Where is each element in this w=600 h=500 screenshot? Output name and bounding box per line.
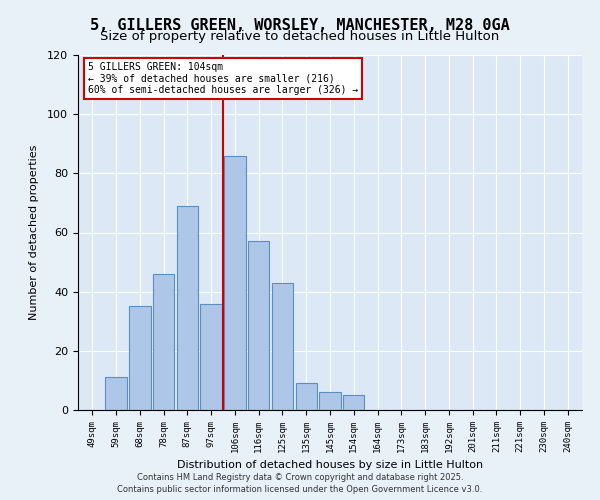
X-axis label: Distribution of detached houses by size in Little Hulton: Distribution of detached houses by size … (177, 460, 483, 470)
Bar (129, 306, 151, 410)
Bar (176, 206, 198, 410)
Bar (106, 378, 127, 410)
Bar (224, 156, 245, 410)
Text: Contains HM Land Registry data © Crown copyright and database right 2025.: Contains HM Land Registry data © Crown c… (137, 472, 463, 482)
Bar (248, 242, 269, 410)
Bar (153, 274, 174, 410)
Bar (272, 283, 293, 410)
Text: Contains public sector information licensed under the Open Government Licence v3: Contains public sector information licen… (118, 485, 482, 494)
Y-axis label: Number of detached properties: Number of detached properties (29, 145, 39, 320)
Bar (296, 384, 317, 410)
Text: Size of property relative to detached houses in Little Hulton: Size of property relative to detached ho… (100, 30, 500, 43)
Bar (200, 304, 222, 410)
Text: 5 GILLERS GREEN: 104sqm
← 39% of detached houses are smaller (216)
60% of semi-d: 5 GILLERS GREEN: 104sqm ← 39% of detache… (88, 62, 358, 96)
Text: 5, GILLERS GREEN, WORSLEY, MANCHESTER, M28 0GA: 5, GILLERS GREEN, WORSLEY, MANCHESTER, M… (90, 18, 510, 32)
Bar (343, 395, 364, 410)
Bar (319, 392, 341, 410)
